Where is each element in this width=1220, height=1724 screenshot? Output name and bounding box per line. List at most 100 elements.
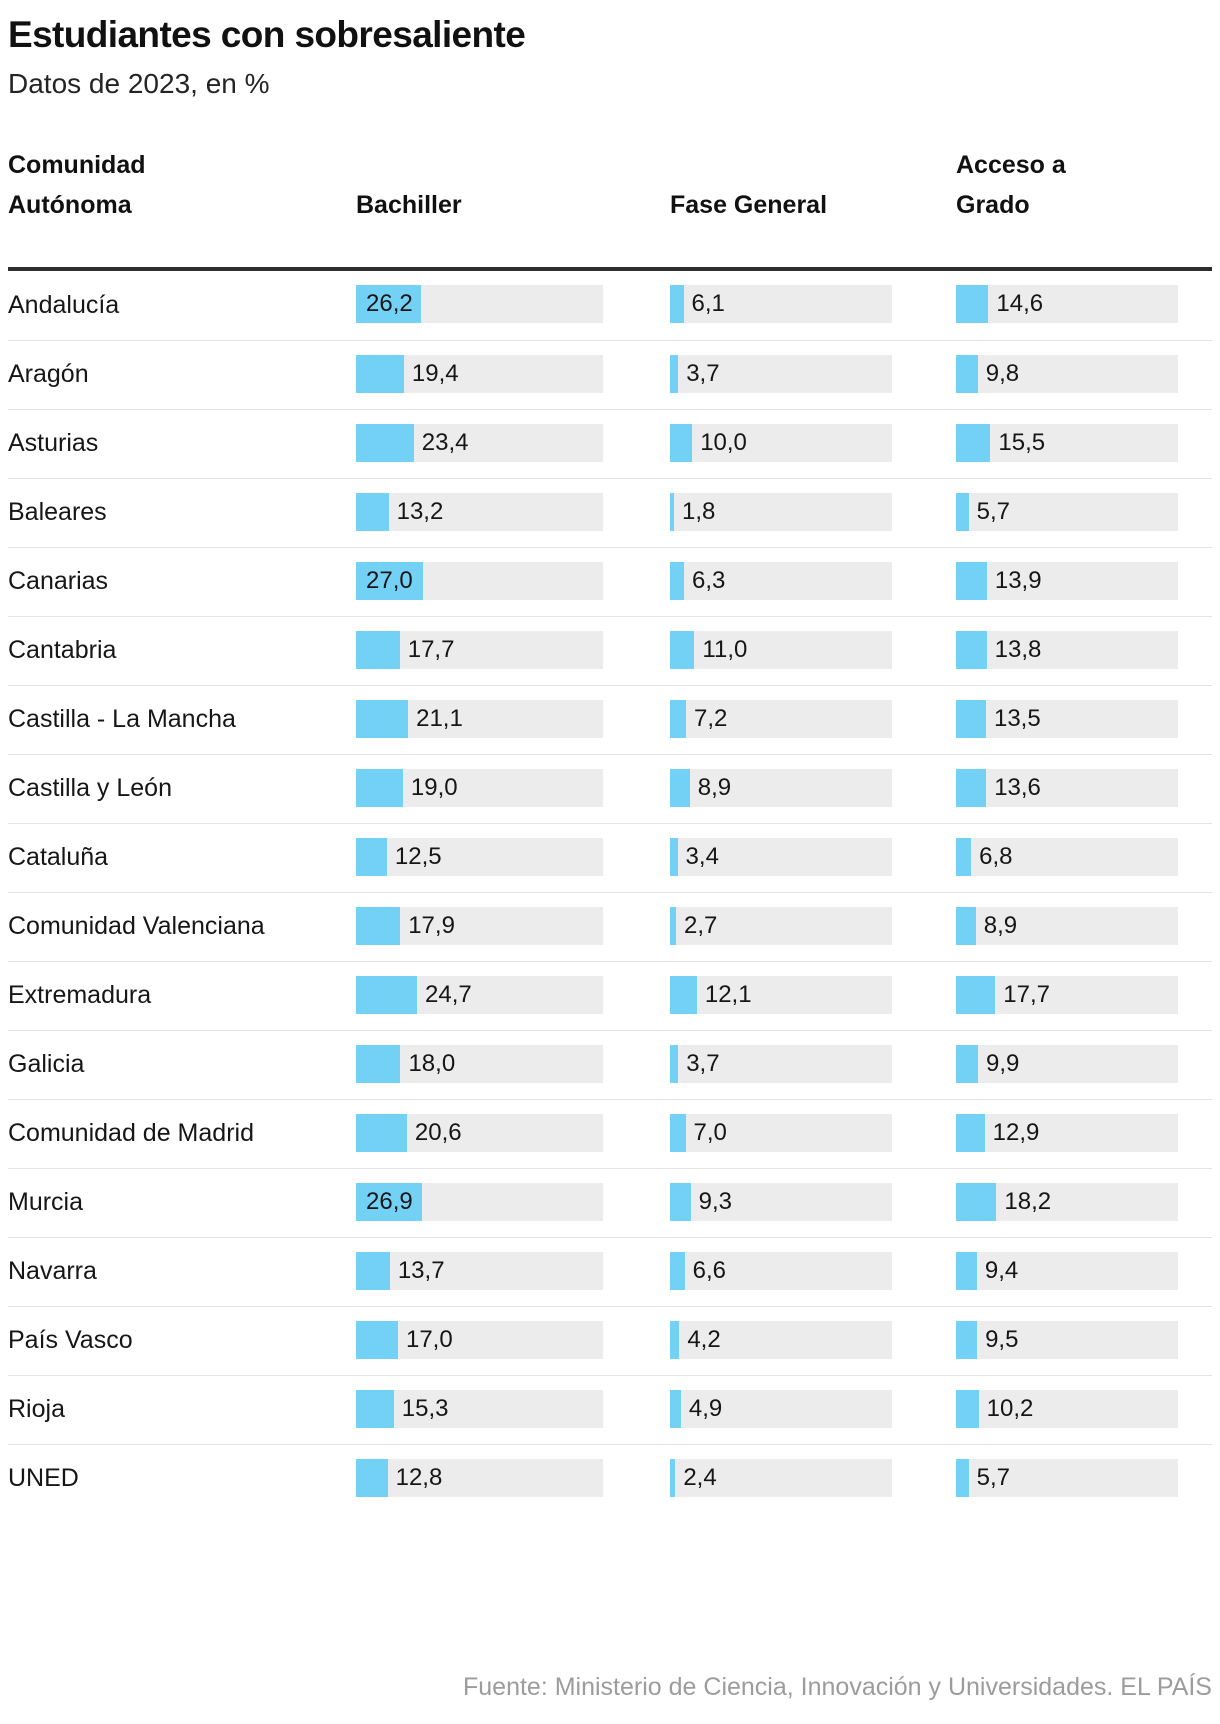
table-row: Aragón 19,4 3,7 9,8 (8, 339, 1212, 409)
bar-value: 13,2 (396, 497, 444, 525)
bar (356, 975, 417, 1014)
bar-track: 13,8 (956, 630, 1178, 669)
bar-track: 26,2 (356, 284, 603, 323)
bar (356, 1044, 401, 1083)
column-header-comunidad: Comunidad Autónoma (8, 150, 146, 219)
table-row: Andalucía 26,2 6,1 14,6 (8, 271, 1212, 340)
bar (670, 1458, 676, 1497)
bar-track: 2,7 (670, 906, 892, 945)
table-row: Extremadura 24,7 12,1 17,7 (8, 960, 1212, 1030)
bar-track: 18,0 (356, 1044, 603, 1083)
bar (356, 423, 414, 462)
bar-track: 23,4 (356, 423, 603, 462)
bar (956, 837, 972, 876)
bar-cell-fase-general: 6,1 (670, 271, 956, 340)
bar (670, 699, 686, 738)
bar-track: 3,4 (670, 837, 892, 876)
bar-value: 19,0 (410, 773, 458, 801)
bar-value: 4,2 (687, 1325, 721, 1353)
bar-cell-bachiller: 17,7 (356, 617, 670, 685)
region-label: Comunidad de Madrid (8, 1119, 254, 1148)
bar-track: 19,0 (356, 768, 603, 807)
bar-cell-fase-general: 10,0 (670, 410, 956, 478)
bar-value: 2,7 (683, 911, 718, 939)
bar-cell-acceso-a-grado: 13,6 (956, 755, 1178, 823)
table-row: Cataluña 12,5 3,4 6,8 (8, 822, 1212, 892)
bar-track: 9,3 (670, 1182, 892, 1221)
bar-value: 26,9 (366, 1187, 413, 1215)
bar (670, 1320, 680, 1359)
region-label: UNED (8, 1464, 79, 1493)
column-header-acceso-grado: Acceso a Grado (956, 150, 1066, 219)
bar-track: 21,1 (356, 699, 603, 738)
bar-cell-fase-general: 7,2 (670, 686, 956, 754)
bar-value: 12,8 (395, 1463, 443, 1491)
bar-track: 20,6 (356, 1113, 603, 1152)
table-row: Castilla y León 19,0 8,9 13,6 (8, 753, 1212, 823)
bar-value: 8,9 (983, 911, 1018, 939)
region-label: Cantabria (8, 636, 117, 665)
bar (956, 492, 969, 531)
bar-track: 7,2 (670, 699, 892, 738)
bar (356, 284, 421, 323)
bar (956, 423, 991, 462)
bar (670, 975, 697, 1014)
table-row: País Vasco 17,0 4,2 9,5 (8, 1305, 1212, 1375)
bar-value: 12,1 (704, 980, 752, 1008)
bar-track: 13,6 (956, 768, 1178, 807)
bar-cell-bachiller: 20,6 (356, 1100, 670, 1168)
column-header-fase-general: Fase General (670, 190, 828, 219)
bar (356, 768, 403, 807)
bar-value: 9,5 (985, 1325, 1019, 1353)
bar-track: 9,9 (956, 1044, 1178, 1083)
bar-cell-fase-general: 4,2 (670, 1307, 956, 1375)
table-row: Navarra 13,7 6,6 9,4 (8, 1236, 1212, 1306)
bar-cell-acceso-a-grado: 9,9 (956, 1031, 1178, 1099)
column-headers: Comunidad Autónoma Bachiller Fase Genera… (8, 145, 1212, 225)
page-subtitle: Datos de 2023, en % (8, 68, 270, 100)
region-label: País Vasco (8, 1326, 133, 1355)
bar-track: 13,2 (356, 492, 603, 531)
bar-track: 19,4 (356, 354, 603, 393)
bar (670, 630, 695, 669)
bar-track: 6,6 (670, 1251, 892, 1290)
bar-track: 17,9 (356, 906, 603, 945)
bar-value: 6,1 (691, 289, 725, 317)
bar-track: 13,5 (956, 699, 1178, 738)
bar (356, 1251, 390, 1290)
region-label: Andalucía (8, 290, 120, 319)
bar-track: 12,1 (670, 975, 892, 1014)
bar-cell-fase-general: 2,7 (670, 893, 956, 961)
bar-value: 26,2 (366, 289, 413, 317)
bar-cell-fase-general: 6,6 (670, 1238, 956, 1306)
bar-cell-bachiller: 19,4 (356, 341, 670, 409)
bar (670, 492, 674, 531)
bar-track: 17,0 (356, 1320, 603, 1359)
bar-cell-acceso-a-grado: 9,4 (956, 1238, 1178, 1306)
table-row: Comunidad Valenciana 17,9 2,7 8,9 (8, 891, 1212, 961)
bar (670, 1251, 685, 1290)
bar-cell-acceso-a-grado: 13,9 (956, 548, 1178, 616)
bar (956, 699, 986, 738)
bar-value: 15,5 (998, 428, 1046, 456)
bar-track: 26,9 (356, 1182, 603, 1221)
bar-cell-bachiller: 12,8 (356, 1445, 670, 1513)
bar (356, 699, 409, 738)
bar (956, 630, 987, 669)
bar-track: 12,5 (356, 837, 603, 876)
bar (956, 906, 976, 945)
bar (356, 492, 389, 531)
bar-value: 14,6 (996, 289, 1044, 317)
bar-value: 2,4 (683, 1463, 717, 1491)
bar-cell-acceso-a-grado: 18,2 (956, 1169, 1178, 1237)
bar-cell-fase-general: 3,7 (670, 341, 956, 409)
bar-value: 6,8 (979, 842, 1013, 870)
bar (356, 837, 387, 876)
region-label: Baleares (8, 498, 107, 527)
bar (956, 768, 987, 807)
table-row: Baleares 13,2 1,8 5,7 (8, 477, 1212, 547)
bar (670, 768, 690, 807)
bar-cell-acceso-a-grado: 13,5 (956, 686, 1178, 754)
bar-track: 5,7 (956, 1458, 1178, 1497)
bar (356, 1320, 398, 1359)
